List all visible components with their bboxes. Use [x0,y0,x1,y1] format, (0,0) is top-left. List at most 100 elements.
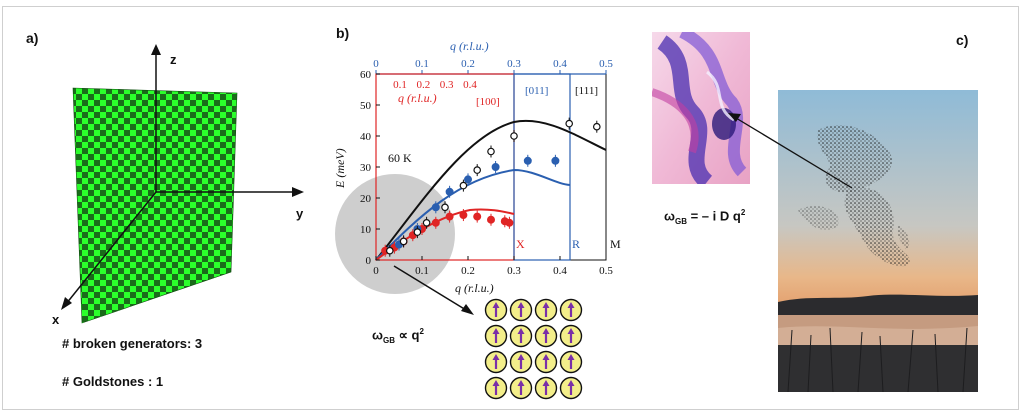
data-point [505,218,514,227]
panel-c-equation-sub: GB [674,216,687,226]
direction-100: [100] [476,96,500,108]
data-point [441,203,449,212]
data-point [491,163,500,172]
panel-b-equation-rest: ∝ q [394,327,420,343]
data-point [431,203,440,212]
axis-label-x: x [52,312,60,327]
data-point [399,237,408,246]
panel-c-equation: ωGB = – i D q2 [664,208,745,226]
y-tick-label: 60 [360,69,372,81]
red-tick-label: 0.3 [440,79,454,91]
data-point [459,181,468,190]
spin-arrow-head [567,328,575,334]
y-tick-label: 30 [360,162,372,174]
spin-arrow-head [492,328,500,334]
zone-X: X [516,237,525,251]
broken-generators-label: # broken generators: 3 [62,336,203,351]
spin-arrow-head [517,354,525,360]
fluid-image [652,32,750,184]
axis-label-z: z [170,52,177,67]
data-point [487,147,495,156]
spin-arrow-head [542,302,550,308]
z-axis-arrow [151,44,161,55]
dispersion-chart: 0 0.1 0.2 0.3 0.4 0.5 q (r.l.u.) 0.1 0.2 0.3 0.4… [333,39,621,295]
data-point [510,132,518,140]
panel-b-label: b) [336,25,350,41]
fit-curve-111 [375,119,607,261]
data-point [413,228,422,236]
data-point [459,211,468,220]
spin-arrow-head [492,380,500,386]
axis-label-y: y [296,206,304,221]
arrow-to-spins [393,265,474,315]
spin-arrow-head [542,380,550,386]
top-tick-label: 0.1 [415,58,429,70]
y-axis-label: E (meV) [333,148,347,189]
x-tick-label: 0 [373,265,379,277]
red-axis-label: q (r.l.u.) [398,91,437,105]
panel-c-equation-rest: = – i D q [686,208,741,224]
y-axis-arrow [292,187,304,197]
spin-arrow-head [492,354,500,360]
panel-b-equation-omega: ω [372,327,383,343]
spin-arrow-head [567,380,575,386]
temperature-label: 60 K [388,151,412,165]
checkerboard-plane [72,87,238,324]
direction-011: [011] [525,85,548,97]
spin-arrow-head [567,354,575,360]
panel-a-diagram: z y x [52,44,304,327]
data-point [592,122,601,131]
zone-R: R [572,237,580,251]
spin-arrow-head [492,302,500,308]
data-point [565,119,574,128]
top-tick-label: 0.3 [507,58,521,70]
direction-111: [111] [575,85,598,97]
fit-curve-011 [375,168,571,261]
blue-zone-box [513,73,571,261]
figure-frame [2,6,1019,410]
top-tick-label: 0.2 [461,58,475,70]
data-point [422,219,431,227]
x-tick-label: 0.4 [553,265,567,277]
spin-arrow-head [542,354,550,360]
data-point [487,215,496,224]
red-tick-label: 0.2 [416,79,430,91]
x-axis-arrow [61,297,72,310]
y-tick-label: 40 [360,131,372,143]
panel-c-equation-omega: ω [664,208,675,224]
x-tick-label: 0.3 [507,265,521,277]
data-point [464,175,473,184]
goldstones-label: # Goldstones : 1 [62,374,164,389]
spin-arrow-head [567,302,575,308]
top-tick-label: 0 [373,58,379,70]
x-tick-label: 0.2 [461,265,475,277]
spin-arrow-head [517,380,525,386]
starling-murmuration-photo [778,90,978,392]
panel-c-equation-sup: 2 [740,208,746,217]
top-tick-label: 0.4 [553,58,567,70]
panel-b-equation-sub: GB [382,335,395,345]
panel-a-label: a) [26,30,39,46]
spin-arrow-head [517,302,525,308]
top-axis-label: q (r.l.u.) [450,39,489,53]
y-tick-label: 20 [360,193,372,205]
panel-b-equation: ωGB ∝ q2 [372,327,424,345]
y-tick-label: 0 [366,255,372,267]
data-point [523,156,532,165]
x-tick-label: 0.1 [415,265,429,277]
panel-c-label: c) [956,32,969,48]
y-tick-label: 50 [360,100,372,112]
red-tick-label: 0.4 [463,79,477,91]
data-point [473,212,482,221]
data-point [551,156,560,165]
data-point [385,246,394,255]
panel-b-equation-sup: 2 [419,327,424,336]
y-tick-label: 10 [360,224,372,236]
spin-arrow-head [542,328,550,334]
spin-grid [484,298,583,400]
arrow-to-fluid [728,113,853,189]
x-tick-label: 0.5 [599,265,613,277]
x-axis-label: q (r.l.u.) [455,281,494,295]
data-point [445,187,454,196]
spin-arrow-head [517,328,525,334]
